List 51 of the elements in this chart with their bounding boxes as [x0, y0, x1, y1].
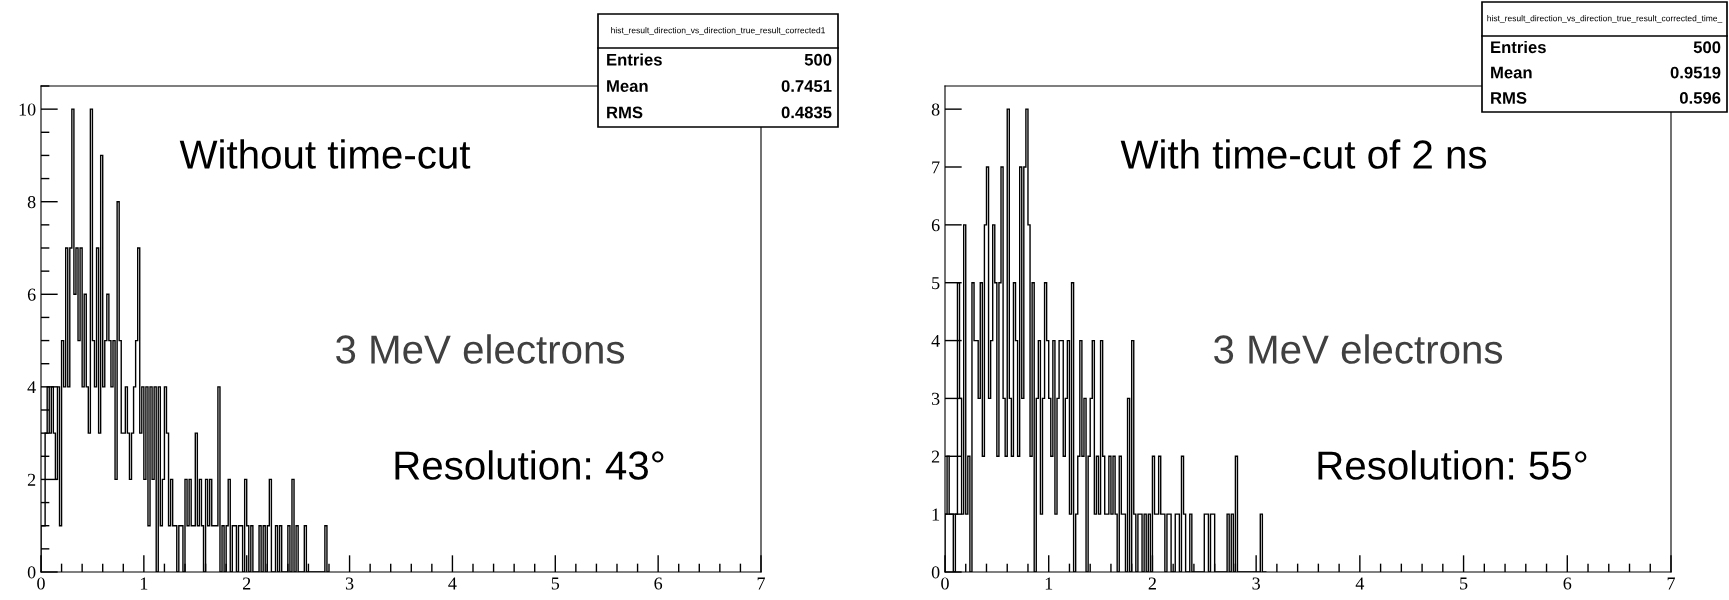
y-tick-label: 6: [931, 219, 940, 232]
y-tick-label: 4: [931, 334, 940, 347]
text: Mean: [1491, 66, 1532, 79]
text: 500: [804, 53, 832, 66]
y-tick-label: 0: [27, 566, 36, 579]
text: Entries: [1491, 40, 1546, 54]
text: Entries: [607, 53, 662, 66]
x-tick-label: 3: [1252, 577, 1260, 590]
y-tick-label: 8: [931, 103, 940, 116]
x-tick-label: 7: [1667, 577, 1675, 590]
y-tick-label: 2: [27, 473, 36, 486]
x-tick-label: 5: [551, 577, 560, 590]
text: 0.7451: [781, 80, 832, 92]
annotation: RMS: [1491, 92, 1527, 104]
y-tick-label: 5: [932, 277, 940, 290]
y-tick-label: 0: [931, 566, 940, 579]
text: 0.9519: [1670, 66, 1721, 79]
x-tick-label: 6: [1563, 577, 1572, 590]
annotation: Resolution: 55°: [1318, 450, 1587, 480]
x-tick-label: 2: [1148, 577, 1156, 590]
x-tick-label: 0: [37, 577, 45, 590]
annotation: Resolution: 43°: [395, 450, 664, 480]
text: 0.596: [1679, 92, 1721, 104]
x-tick-label: 4: [1355, 577, 1365, 590]
x-tick-label: 4: [448, 577, 457, 590]
annotation: Mean: [607, 80, 648, 92]
x-tick-label: 3: [345, 577, 354, 590]
text: Without time-cut: [179, 139, 471, 169]
x-tick-label: 0: [941, 577, 949, 590]
y-tick-label: 2: [931, 450, 940, 463]
text: hist_result_direction_vs_direction_true_result_corrected1: [611, 27, 825, 35]
x-tick-label: 2: [242, 577, 251, 590]
x-tick-label: 7: [757, 577, 765, 590]
y-tick-label: 4: [27, 381, 36, 394]
text: With time-cut of 2 ns: [1120, 139, 1487, 169]
annotation: RMS: [607, 106, 643, 119]
y-tick-label: 8: [27, 195, 36, 209]
y-tick-label: 7: [932, 161, 940, 174]
y-tick-label: 1: [932, 508, 940, 521]
x-tick-label: 1: [140, 577, 148, 590]
y-tick-label: 10: [19, 103, 36, 116]
annotation: 3 MeV electrons: [1214, 334, 1503, 364]
text: 0.4835: [781, 106, 832, 119]
y-tick-label: 3: [931, 392, 940, 405]
x-tick-label: 5: [1460, 577, 1468, 590]
x-tick-label: 1: [1045, 577, 1053, 590]
text: hist_result_direction_vs_direction_true_result_corrected_time_: [1487, 15, 1723, 23]
x-tick-label: 6: [654, 577, 663, 590]
y-tick-label: 6: [27, 288, 36, 301]
annotation: 3 MeV electrons: [336, 334, 625, 364]
text: 500: [1693, 41, 1721, 54]
